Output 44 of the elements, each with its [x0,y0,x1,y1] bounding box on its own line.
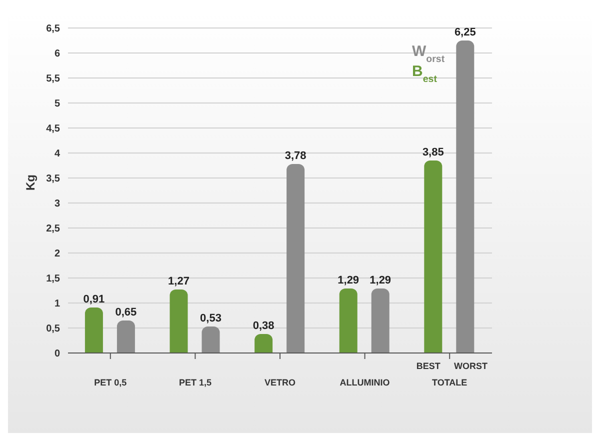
x-tick-label: PET 0,5 [94,377,127,388]
data-label: 3,78 [284,150,306,162]
y-tick-label: 5,5 [46,74,60,85]
x-tick-label: ALLUMINIO [340,377,390,388]
bar [116,320,135,353]
bar [424,160,442,353]
data-label: 1,29 [370,274,392,286]
x-tick-label: PET 1,5 [178,377,212,388]
bar [84,308,103,353]
bar [254,334,273,353]
y-tick-label: 3,5 [46,174,60,185]
data-label: 0,91 [83,294,105,306]
bar [286,164,305,353]
data-label: 1,27 [168,276,190,288]
text: WORST [454,361,488,371]
data-label: 1,29 [338,274,360,286]
bar [202,326,220,353]
data-label: 0,53 [200,312,222,324]
data-label: 0,38 [252,320,274,332]
x-tick-label: VETRO [264,377,296,388]
x-tick-label: TOTALE [432,377,468,388]
y-tick-label: 1 [54,298,60,310]
y-tick-label: 2 [54,248,60,260]
y-tick-label: 6,5 [46,24,60,35]
bar [170,290,188,353]
y-tick-label: 5 [54,98,60,110]
data-label: 6,25 [454,26,476,38]
text: B$_{est}$ [412,63,438,84]
y-tick-label: 3 [54,198,60,210]
series-label: W$_{orst}$ [412,43,446,64]
y-tick-label: 0 [54,348,60,360]
bar [371,288,390,353]
y-tick-label: 6 [54,48,60,60]
y-tick-label: 4,5 [46,124,60,135]
data-label: 0,65 [115,306,137,318]
y-tick-label: 4 [54,148,60,160]
bar [456,40,474,353]
y-tick-label: 1,5 [46,274,60,285]
y-tick-label: 0,5 [46,324,60,335]
y-tick-label: 2,5 [46,224,60,235]
y-axis-title: Kg [23,174,38,190]
text: BEST [416,361,441,371]
bar [339,288,358,353]
data-label: 3,85 [422,146,444,158]
